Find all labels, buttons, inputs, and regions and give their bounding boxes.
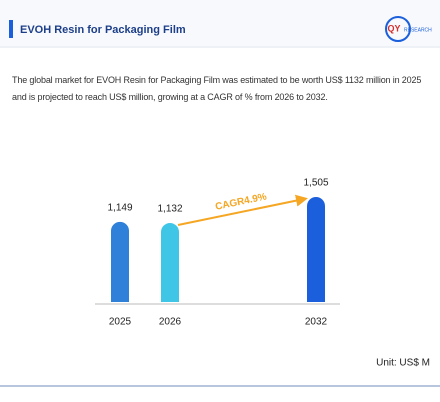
- cagr-arrow: [177, 194, 308, 227]
- description: The global market for EVOH Resin for Pac…: [12, 75, 422, 102]
- header-band: [0, 0, 440, 46]
- logo-text: RESEARCH: [404, 27, 432, 33]
- header-title: EVOH Resin for Packaging Film: [20, 24, 186, 36]
- bar: [111, 221, 129, 302]
- logo-mark: QY: [387, 23, 400, 33]
- header-accent: [9, 20, 13, 38]
- value-label: 1,505: [303, 178, 328, 189]
- x-tick-label: 2026: [159, 317, 182, 328]
- x-tick-label: 2032: [305, 317, 328, 328]
- value-label: 1,132: [157, 204, 182, 215]
- bar: [307, 197, 325, 302]
- value-label: 1,149: [107, 202, 132, 213]
- cagr-label: CAGR4.9%: [214, 191, 267, 212]
- unit-label: Unit: US$ M: [376, 358, 430, 369]
- logo-ring: [385, 16, 411, 42]
- bar: [161, 223, 179, 302]
- x-tick-label: 2025: [109, 317, 132, 328]
